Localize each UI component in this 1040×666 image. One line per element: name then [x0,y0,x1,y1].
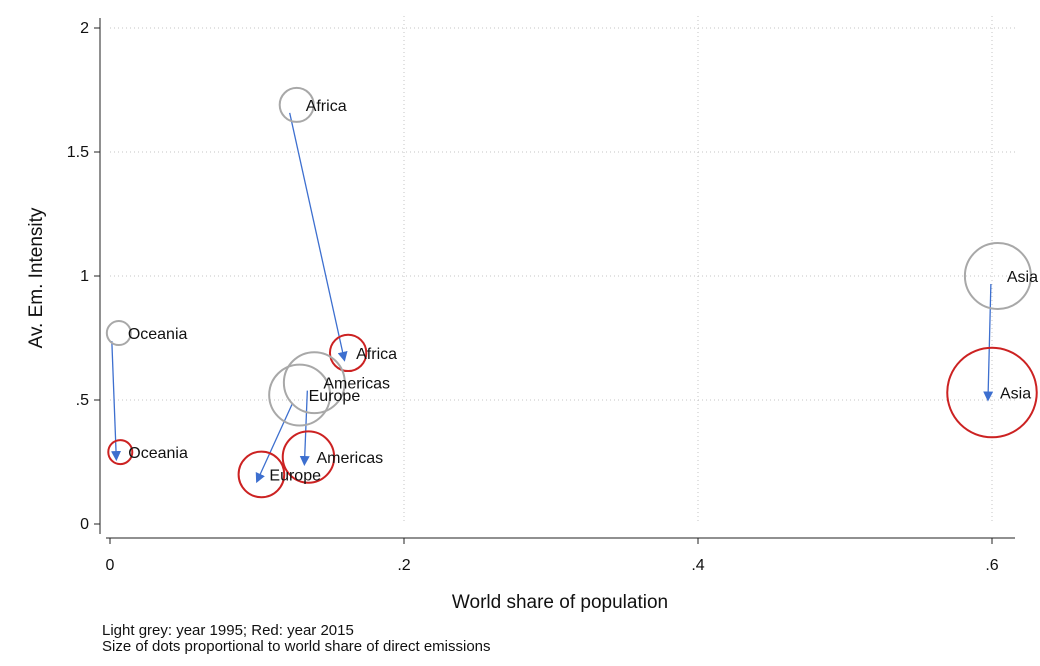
x-tick-label: .2 [397,557,410,574]
y-tick-label: 1 [80,268,89,285]
point-1995-oceania [105,320,132,347]
arrow-europe [255,402,294,484]
point-2015-africa [328,333,368,373]
point-2015-americas [281,430,336,484]
x-tick-label: .6 [985,557,998,574]
label-2015-oceania: Oceania [128,445,188,462]
label-1995-africa: Africa [306,98,347,115]
arrow-americas [299,390,310,467]
point-2015-europe [237,450,286,499]
point-1995-asia [963,242,1032,310]
x-tick-label: 0 [106,557,115,574]
note-line-1: Light grey: year 1995; Red: year 2015 [102,622,354,639]
x-axis-title: World share of population [452,592,668,613]
point-2015-oceania [107,439,134,466]
point-2015-asia [946,346,1038,439]
y-tick-label: 1.5 [67,144,89,161]
arrow-oceania [111,341,122,462]
label-1995-oceania: Oceania [128,326,188,343]
y-tick-label: 0 [80,516,89,533]
note-line-2: Size of dots proportional to world share… [102,638,491,655]
label-2015-africa: Africa [356,346,397,363]
label-2015-americas: Americas [316,450,383,467]
label-2015-europe: Europe [269,467,321,484]
point-1995-africa [278,86,315,123]
label-2015-asia: Asia [1000,386,1031,403]
label-1995-asia: Asia [1007,269,1038,286]
label-1995-europe: Europe [309,388,361,405]
point-1995-europe [268,363,332,427]
x-tick-label: .4 [691,557,704,574]
label-1995-americas: Americas [323,376,390,393]
arrow-africa [289,112,348,362]
y-tick-label: .5 [76,392,89,409]
scatter-chart: 0 .5 1 1.5 2 0 .2 .4 .6 Africa Africa Americas Amer… [26,16,1038,613]
arrow-asia [983,283,994,402]
y-axis-title: Av. Em. Intensity [26,207,47,348]
point-1995-americas [282,351,346,415]
y-tick-label: 2 [80,20,89,37]
